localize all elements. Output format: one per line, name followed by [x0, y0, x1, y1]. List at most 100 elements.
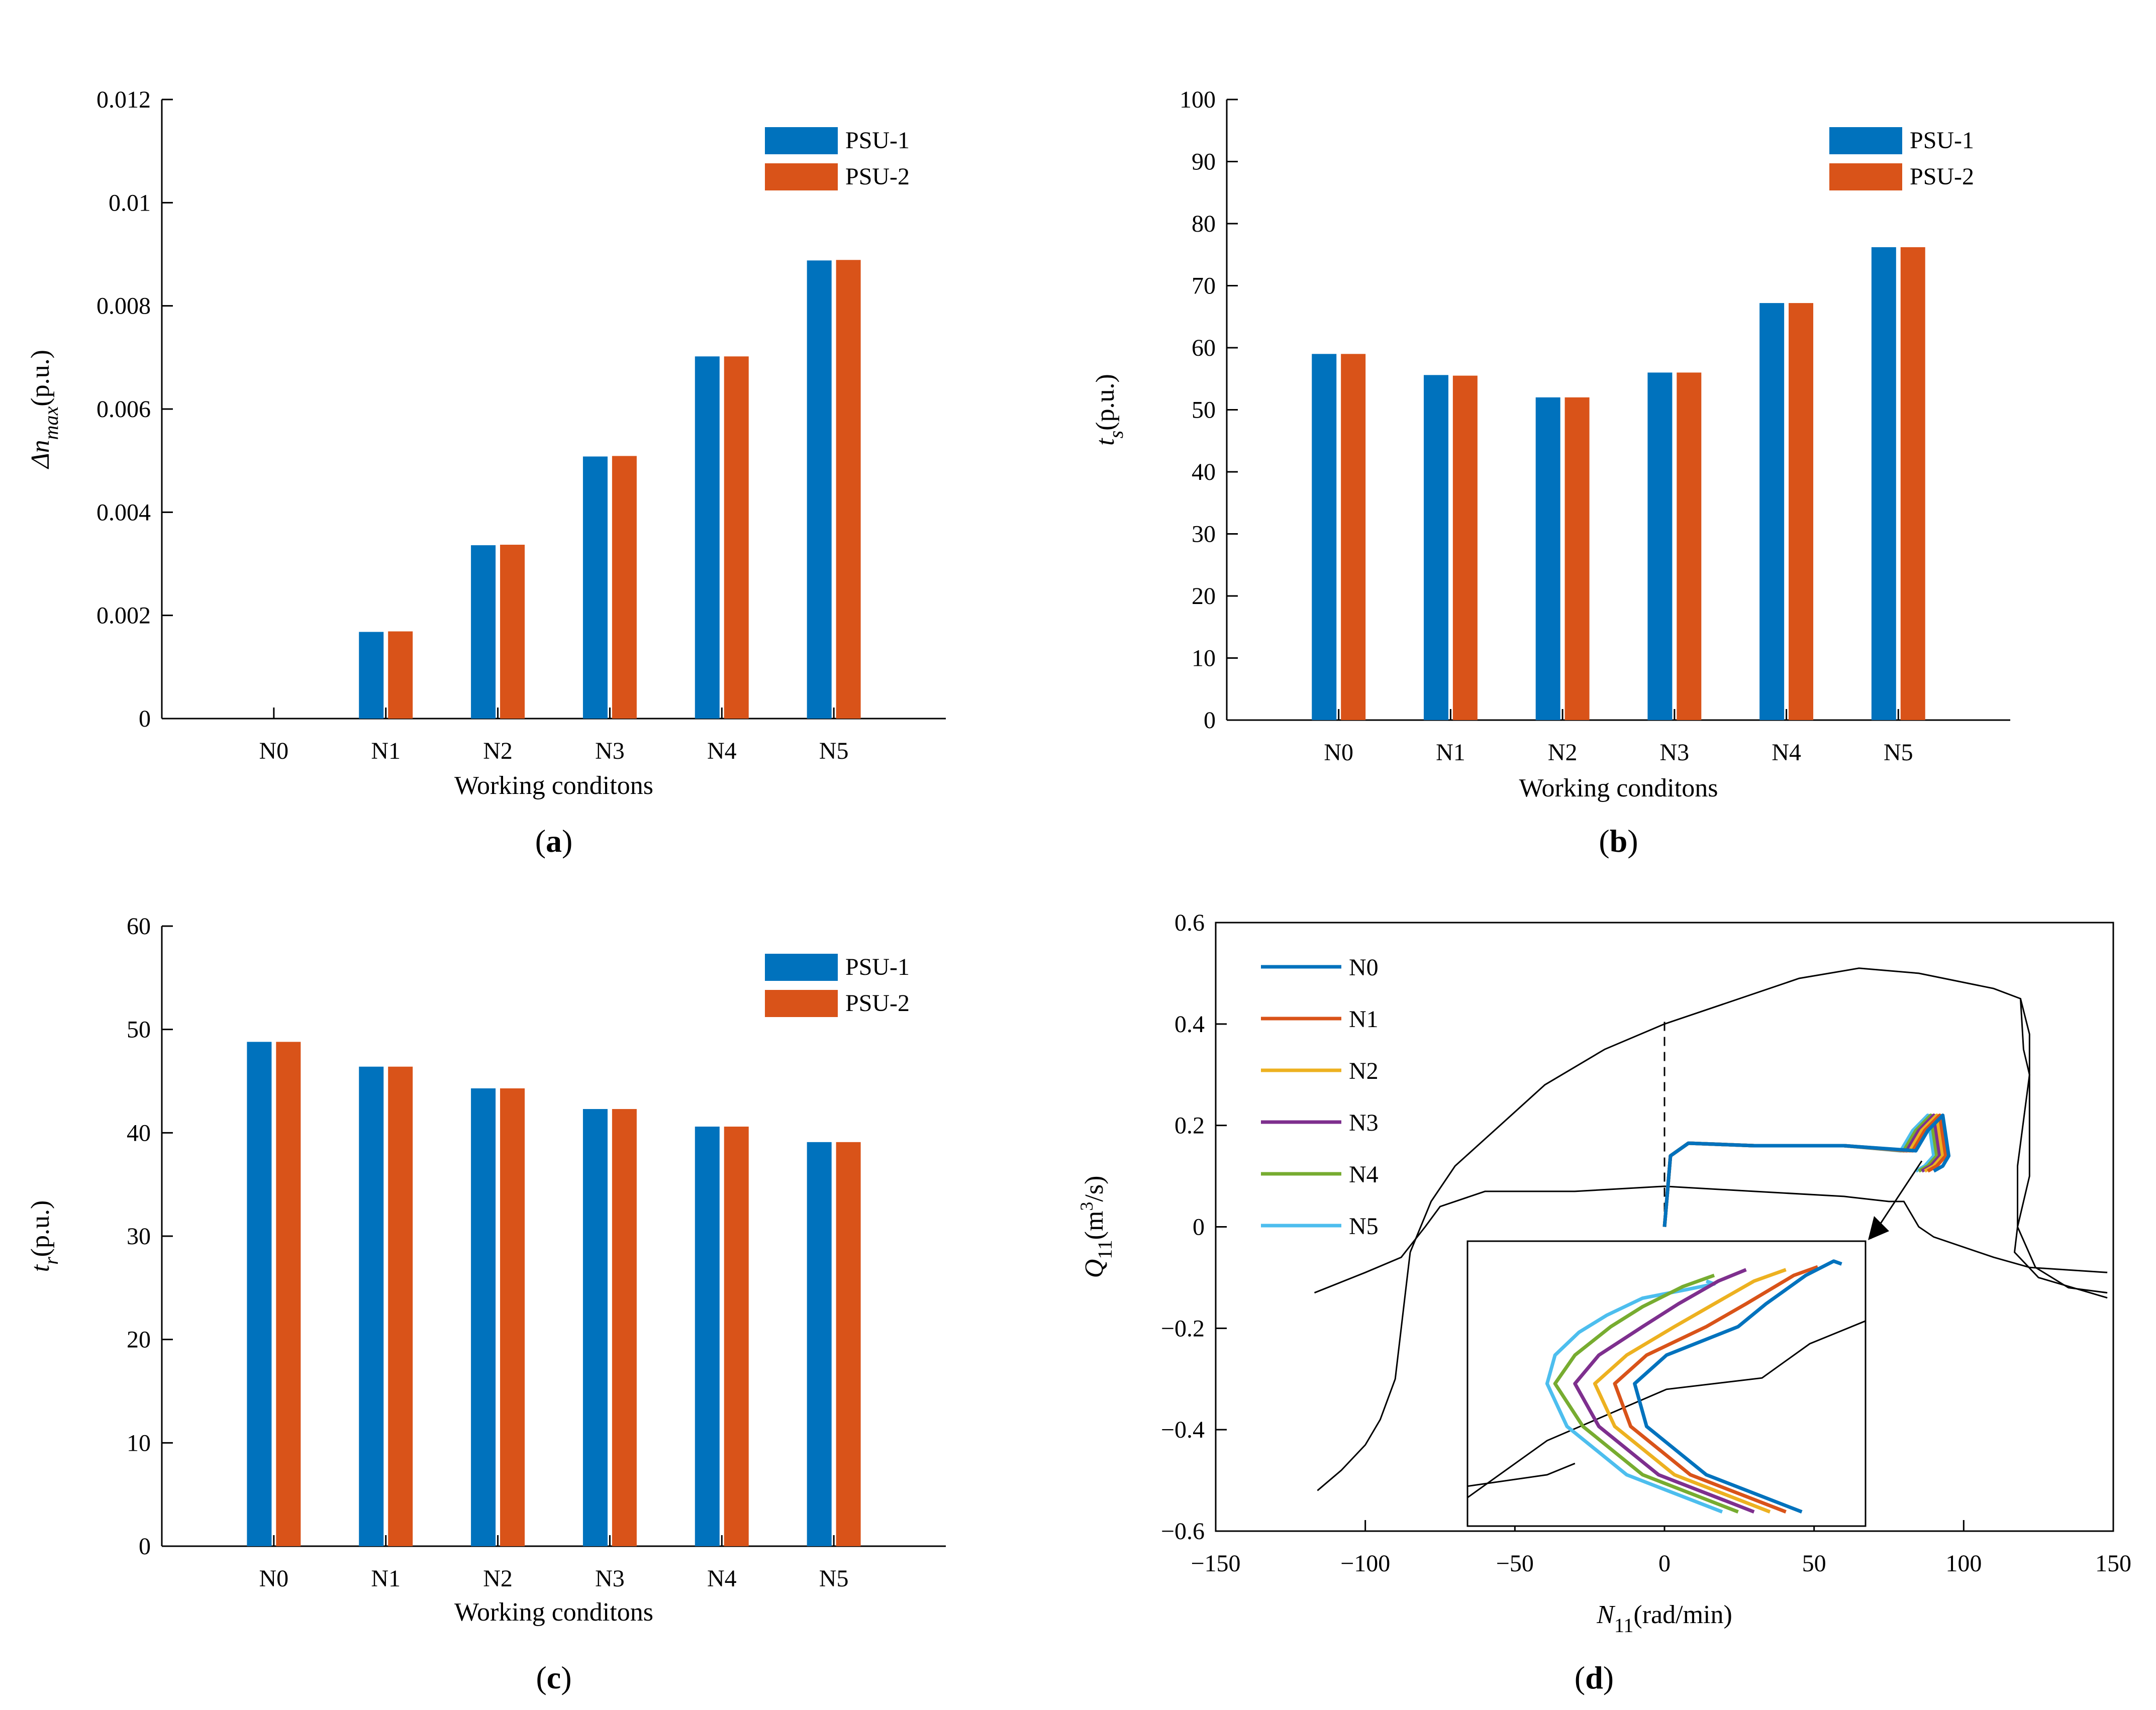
x-tick-label: −50	[1496, 1550, 1534, 1577]
y-tick-label: 0.004	[96, 499, 151, 526]
trajectory-n2	[1662, 1114, 1945, 1227]
panel-label-close: )	[1603, 1660, 1614, 1695]
bar-psu-1-n4	[695, 356, 720, 719]
x-tick-label: 0	[1658, 1550, 1671, 1577]
bar-psu-1-n2	[471, 545, 496, 719]
y-tick-label: 0	[139, 1533, 151, 1560]
legend-label: N1	[1349, 1006, 1379, 1033]
y-axis-title-unit-sup: 3	[1076, 1202, 1097, 1211]
legend-swatch-psu-1	[1829, 127, 1902, 154]
x-tick-label: N2	[483, 1565, 513, 1592]
bar-psu-2-n5	[836, 260, 861, 719]
y-tick-label: 100	[1180, 86, 1216, 113]
y-axis-title: Δnmax(p.u.)	[26, 350, 62, 469]
x-tick-label: 100	[1945, 1550, 1982, 1577]
y-axis-title: ts(p.u.)	[1091, 374, 1127, 446]
y-tick-label: 20	[1192, 583, 1216, 610]
y-tick-label: 20	[127, 1327, 151, 1353]
y-tick-label: 30	[1192, 521, 1216, 548]
bar-psu-2-n2	[1564, 397, 1590, 720]
trajectory-n5	[1662, 1114, 1936, 1227]
y-tick-label: 0.2	[1174, 1113, 1205, 1139]
y-tick-label: 10	[127, 1430, 151, 1456]
x-tick-label: −100	[1340, 1550, 1390, 1577]
y-tick-label: 60	[127, 913, 151, 940]
y-tick-label: 10	[1192, 645, 1216, 672]
boundary-curve-outer-envelope	[1409, 967, 2108, 1299]
x-tick-label: N2	[1548, 739, 1578, 766]
panel-label-open: (	[536, 1660, 546, 1695]
x-tick-label: N3	[1660, 739, 1690, 766]
panel-label-letter: a	[546, 823, 562, 859]
bar-psu-1-n1	[1423, 375, 1448, 720]
legend-label: N3	[1349, 1110, 1379, 1136]
y-axis-title-unit-pre: (m	[1080, 1211, 1109, 1240]
x-axis-title-sub: 11	[1614, 1614, 1634, 1637]
bar-psu-2-n1	[1452, 375, 1478, 720]
y-axis-title-main: Δn	[26, 440, 55, 469]
x-tick-label: N1	[371, 738, 401, 764]
trajectory-n4	[1662, 1114, 1939, 1227]
bar-psu-1-n3	[582, 1109, 608, 1546]
y-axis-title-sub: r	[40, 1257, 62, 1265]
x-tick-label: N1	[371, 1565, 401, 1592]
trajectory-n3	[1662, 1114, 1942, 1227]
bar-psu-2-n0	[1341, 354, 1366, 720]
legend-swatch-psu-1	[765, 127, 838, 154]
x-tick-label: N5	[1884, 739, 1913, 766]
panel-label-open: (	[1575, 1660, 1585, 1695]
x-tick-label: N5	[819, 738, 849, 764]
panel-label: (c)	[536, 1660, 571, 1695]
panel-label-letter: c	[547, 1660, 561, 1695]
panel-label-close: )	[1627, 823, 1638, 859]
legend-label: N2	[1349, 1058, 1379, 1084]
y-tick-label: 0.6	[1174, 910, 1205, 936]
y-tick-label: 40	[1192, 459, 1216, 485]
x-axis-title-main: N	[1596, 1600, 1616, 1629]
bar-psu-2-n3	[612, 456, 637, 719]
y-tick-label: 30	[127, 1223, 151, 1250]
panel-a: 0 0.002 0.004 0.006 0.008 0.01 0.012 N0 N1 N2 N3 N4…	[26, 86, 946, 859]
inset-trajectory-n5	[1545, 1279, 1723, 1514]
legend-label: N5	[1349, 1213, 1379, 1240]
bar-psu-1-n3	[1647, 372, 1673, 720]
y-tick-label: 0.008	[96, 293, 151, 320]
legend-label: N4	[1349, 1161, 1379, 1188]
y-tick-label: −0.2	[1161, 1315, 1205, 1342]
y-tick-label: 40	[127, 1120, 151, 1146]
panel-label-close: )	[561, 1660, 571, 1695]
x-tick-label: N4	[707, 1565, 737, 1592]
y-axis-title-unit: (p.u.)	[26, 1200, 55, 1257]
y-tick-label: 70	[1192, 273, 1216, 299]
panel-label: (b)	[1599, 823, 1638, 859]
y-tick-label: 50	[127, 1017, 151, 1043]
inset-trajectory-n3	[1573, 1268, 1755, 1514]
x-tick-label: N3	[595, 1565, 625, 1592]
x-tick-label: N5	[819, 1565, 849, 1592]
panel-c: 0 10 20 30 40 50 60 N0 N1 N2 N3 N4 N5 PSU-1 PSU-2 Worki…	[26, 913, 946, 1695]
bar-psu-1-n2	[1535, 397, 1560, 720]
x-axis-title-unit: (rad/min)	[1633, 1600, 1732, 1629]
bar-psu-2-n0	[276, 1042, 301, 1546]
inset-trajectory-n2	[1593, 1268, 1787, 1514]
bar-psu-2-n4	[1789, 303, 1814, 720]
legend-label: PSU-2	[845, 990, 910, 1017]
panel-label-letter: d	[1585, 1660, 1603, 1695]
inset-boundary	[1467, 1320, 1866, 1498]
y-axis-title-sub: s	[1105, 431, 1127, 439]
legend-swatch-psu-2	[765, 990, 838, 1017]
y-axis-title-main: t	[26, 1264, 55, 1272]
panel-label: (d)	[1575, 1660, 1614, 1695]
legend-label: PSU-2	[1910, 163, 1974, 190]
y-tick-label: 80	[1192, 211, 1216, 237]
panel-b: 0 10 20 30 40 50 60 70 80 90 100 N0 N1 N2 N3 N4 N5 PSU-1 P…	[1091, 86, 2010, 859]
panel-label-open: (	[1599, 823, 1609, 859]
bar-psu-1-n3	[582, 456, 608, 719]
bar-psu-1-n2	[471, 1088, 496, 1546]
legend-swatch-psu-1	[765, 954, 838, 981]
bar-psu-2-n4	[724, 356, 749, 719]
x-tick-label: N4	[1772, 739, 1801, 766]
y-tick-label: 0	[1204, 707, 1216, 734]
bar-psu-2-n3	[1677, 372, 1702, 720]
bar-psu-1-n1	[359, 1066, 384, 1546]
